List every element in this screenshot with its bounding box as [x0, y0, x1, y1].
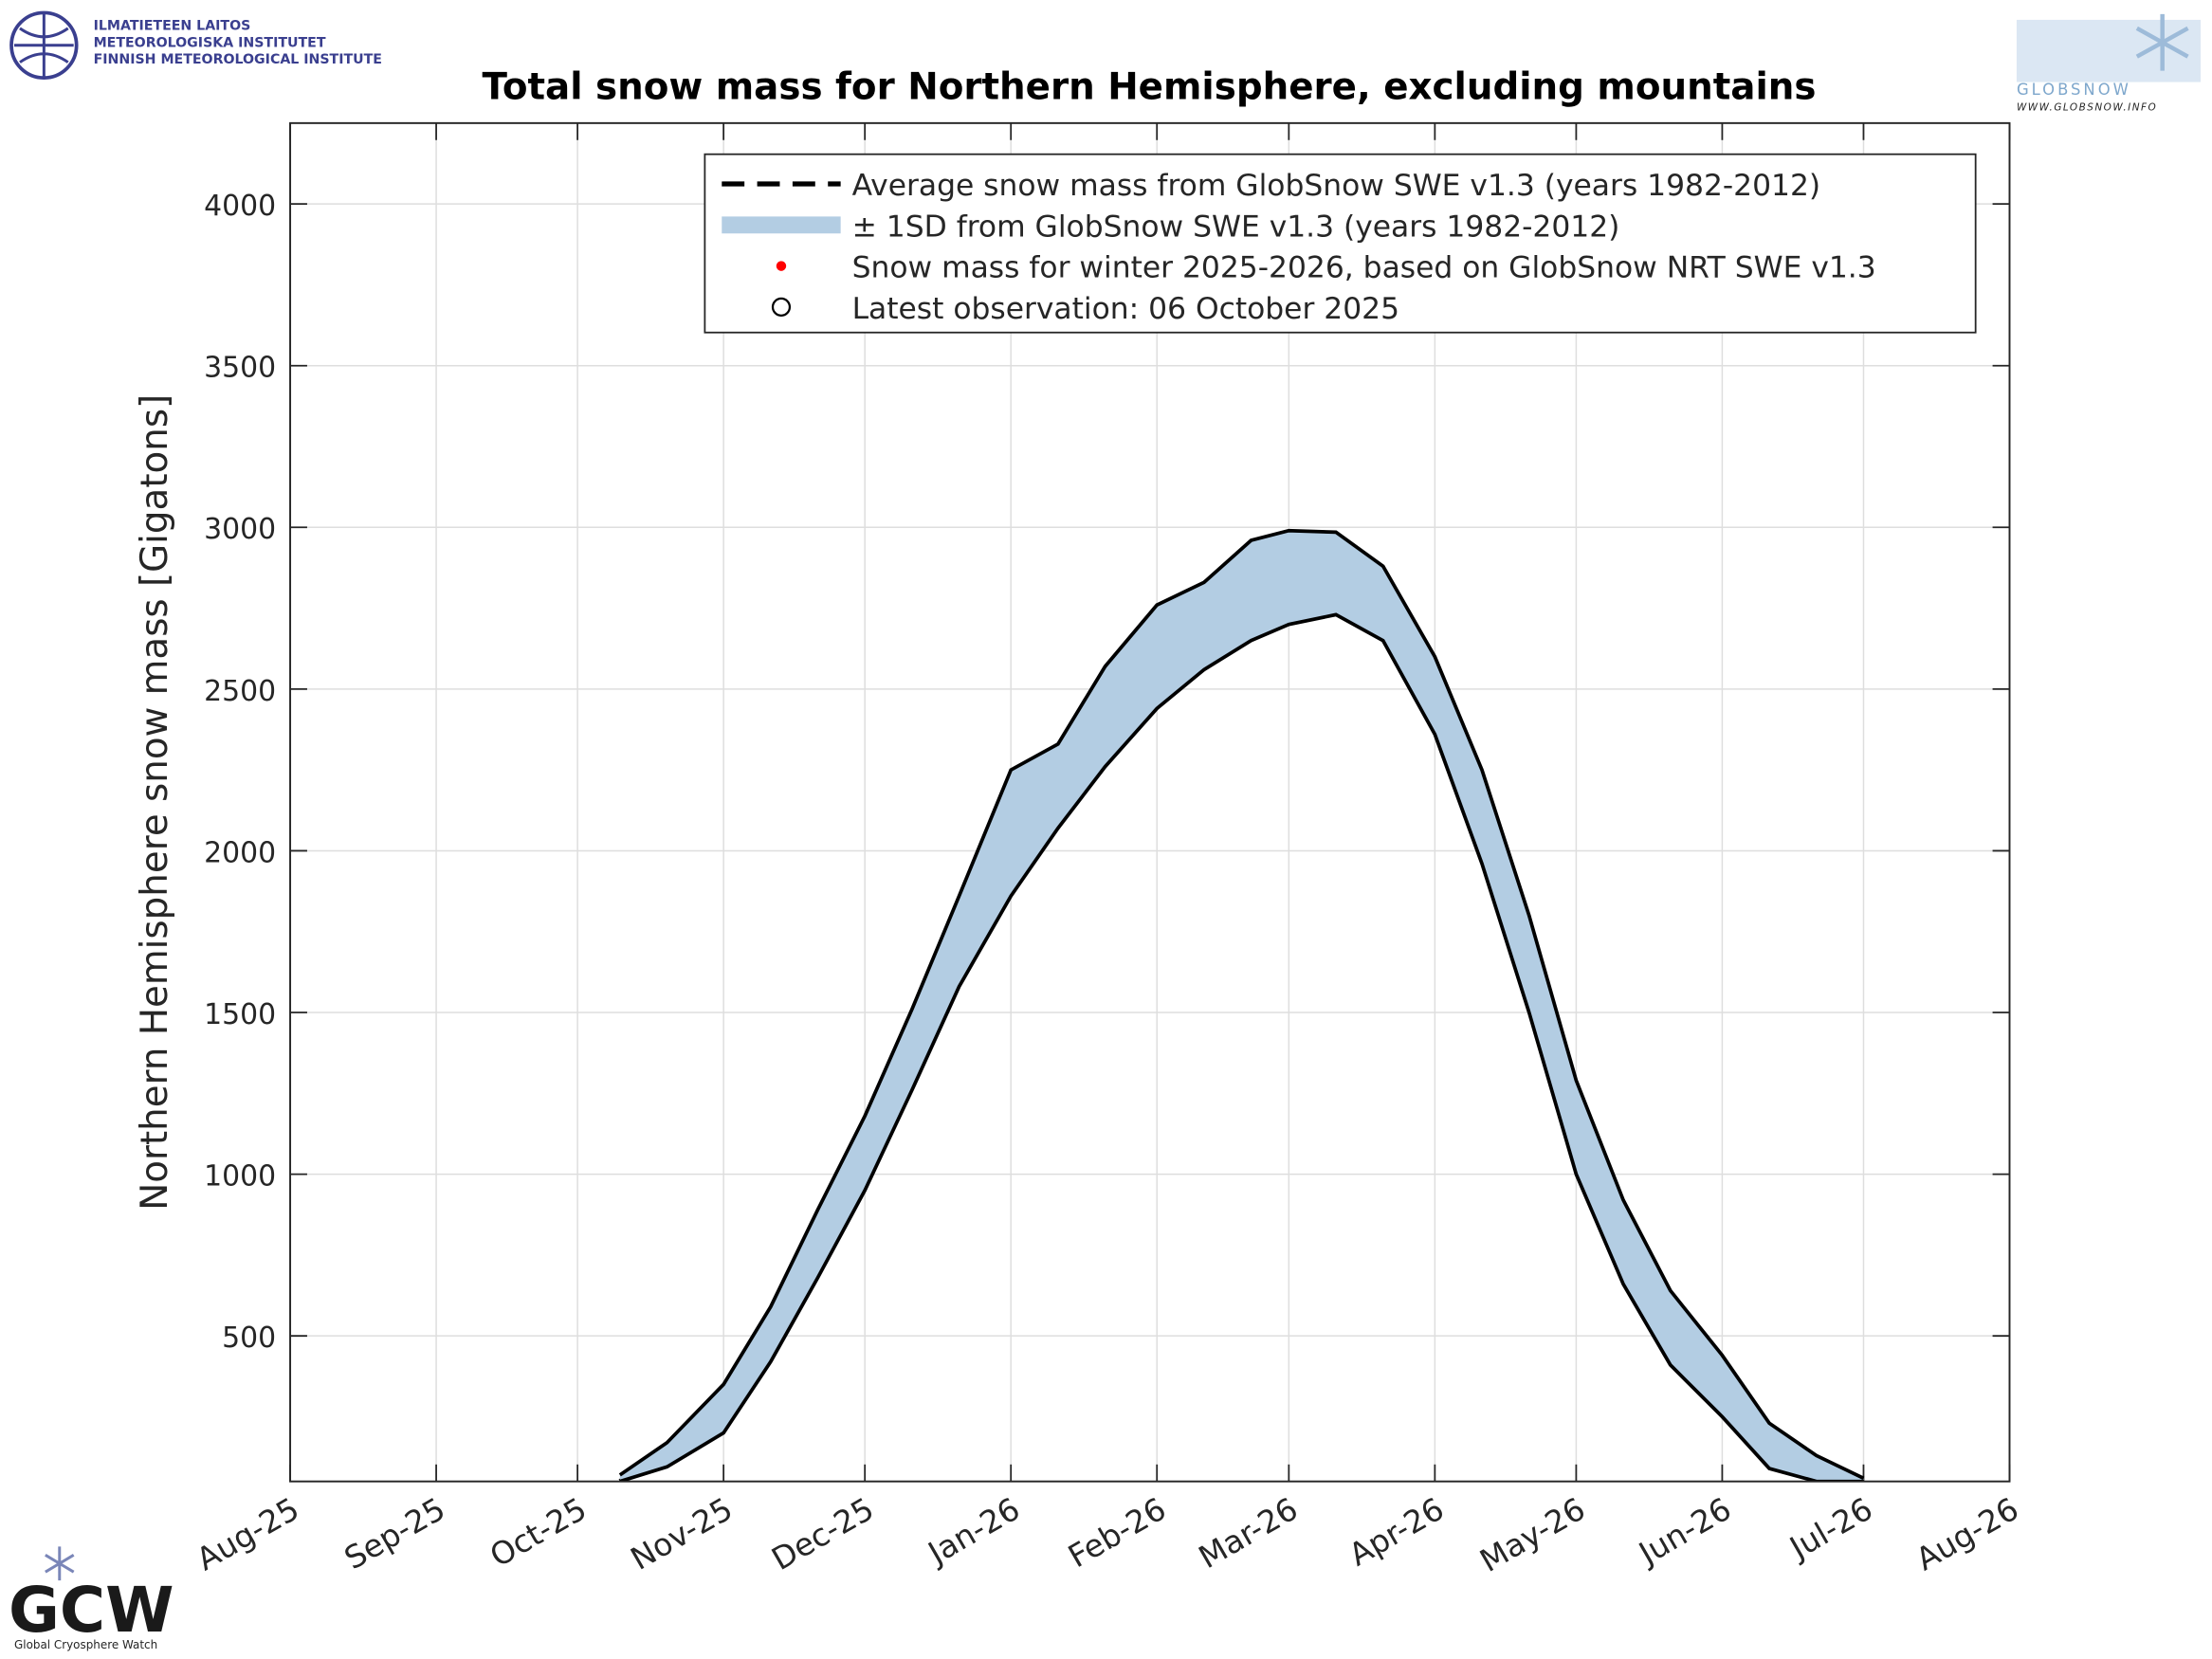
sd-bound-lower	[619, 612, 1864, 1482]
globsnow-name: GLOBSNOW	[2017, 81, 2131, 99]
x-tick-label: Nov-25	[625, 1491, 739, 1577]
globsnow-url: WWW.GLOBSNOW.INFO	[2017, 101, 2157, 113]
globsnow-logo: GLOBSNOW WWW.GLOBSNOW.INFO	[2016, 13, 2201, 113]
x-tick-label: Jan-26	[921, 1491, 1026, 1573]
x-tick-label: Aug-25	[191, 1491, 305, 1578]
x-tick-label: Aug-26	[1910, 1491, 2024, 1578]
fmi-name: ILMATIETEEN LAITOS	[94, 18, 251, 33]
x-tick-label: Jul-26	[1782, 1491, 1878, 1568]
x-tick-label: Dec-25	[766, 1491, 880, 1577]
x-tick-label: Oct-25	[484, 1491, 593, 1575]
y-tick-label: 4000	[204, 190, 276, 223]
x-tick-label: Sep-25	[338, 1491, 451, 1577]
y-tick-label: 1000	[204, 1160, 276, 1194]
globsnow-bg	[2016, 19, 2201, 82]
x-tick-label: Apr-26	[1343, 1491, 1450, 1574]
legend-marker	[771, 297, 792, 317]
x-tick-label: Mar-26	[1193, 1491, 1304, 1577]
fmi-emblem-lines	[14, 12, 74, 79]
legend-label: Latest observation: 06 October 2025	[852, 292, 1399, 326]
sd-band	[619, 530, 1864, 1482]
chart-title: Total snow mass for Northern Hemisphere,…	[483, 65, 1817, 108]
y-tick-label: 500	[222, 1322, 276, 1355]
gcw-subtitle: Global Cryosphere Watch	[14, 1638, 157, 1651]
gcw-logo: GCW Global Cryosphere Watch	[9, 1546, 174, 1651]
fmi-name: METEOROLOGISKA INSTITUTET	[94, 35, 326, 50]
sd-bound-upper	[618, 528, 1865, 1480]
y-tick-label: 2500	[204, 675, 276, 708]
fmi-logo: ILMATIETEEN LAITOS METEOROLOGISKA INSTIT…	[9, 10, 382, 80]
y-tick-label: 2000	[204, 836, 276, 869]
y-axis-label: Northern Hemisphere snow mass [Gigatons]	[134, 394, 176, 1211]
legend-marker	[776, 261, 787, 271]
snowflake	[2135, 13, 2189, 71]
fmi-name: FINNISH METEOROLOGICAL INSTITUTE	[94, 52, 382, 67]
legend-label: ± 1SD from GlobSnow SWE v1.3 (years 1982…	[852, 210, 1620, 244]
y-tick-label: 3000	[204, 513, 276, 546]
gcw-name: GCW	[9, 1575, 174, 1647]
legend-label: Average snow mass from GlobSnow SWE v1.3…	[852, 169, 1821, 203]
y-tick-label: 1500	[204, 998, 276, 1031]
gcw-flake	[45, 1546, 75, 1581]
x-tick-label: May-26	[1474, 1491, 1592, 1579]
y-tick-label: 3500	[204, 352, 276, 385]
legend-label: Snow mass for winter 2025-2026, based on…	[852, 251, 1876, 285]
plot-area	[618, 528, 1865, 1482]
x-tick-label: Jun-26	[1632, 1491, 1738, 1573]
x-tick-label: Feb-26	[1062, 1491, 1172, 1576]
plot-frame	[289, 121, 2011, 1483]
legend-box	[704, 153, 1977, 334]
